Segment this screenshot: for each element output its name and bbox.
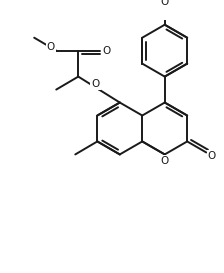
Text: O: O xyxy=(208,151,216,161)
Text: O: O xyxy=(161,0,169,7)
Text: O: O xyxy=(47,42,55,52)
Text: O: O xyxy=(103,46,111,56)
Text: O: O xyxy=(91,79,99,89)
Text: O: O xyxy=(161,156,169,166)
